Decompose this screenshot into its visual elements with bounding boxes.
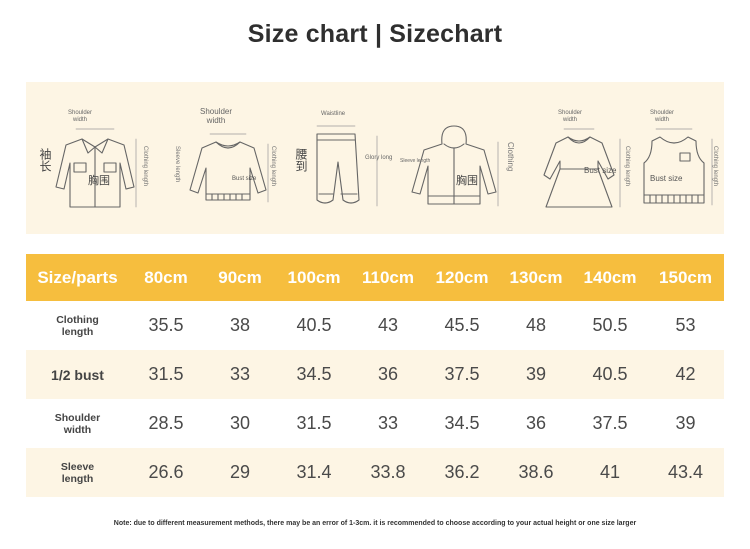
size-header-120: 120cm [435,267,489,287]
vest-illustration: Shoulder width Clothing length Bust size [636,82,724,234]
size-header-150: 150cm [659,267,712,287]
table-cell: 29 [229,462,251,482]
vest-length-label: Clothing length [712,146,718,187]
table-cell: 35.5 [148,315,184,335]
table-cell: 33 [229,364,251,384]
dress-shoulder-label: Shoulder width [558,110,583,123]
hoodie-length-label: Clothing [506,142,515,172]
table-cell: 43 [377,315,399,335]
jacket-sleeve-cn-label: 袖长 [38,148,52,172]
jacket-sketch [55,128,137,208]
table-cell: 41 [599,462,621,482]
table-cell: 36 [525,413,547,433]
table-cell: 42 [675,364,696,384]
page-title: Size chart | Sizechart [247,20,503,48]
size-header-80: 80cm [144,267,188,287]
table-row: Clothing length 35.5 38 40.5 43 45.5 48 5… [26,301,724,350]
table-cell: 39 [675,413,696,433]
size-header-90: 90cm [218,267,262,287]
table-row: 1/2 bust 31.5 33 34.5 36 37.5 39 40.5 42 [26,350,724,399]
row-label-half-bust: 1/2 bust [51,366,104,383]
dress-illustration: Shoulder width Clothing length Bust size [526,82,636,234]
table-cell: 43.4 [667,462,704,482]
size-header-110: 110cm [362,267,414,287]
hoodie-bust-cn-label: 胸围 [456,175,478,187]
hoodie-sketch [411,125,499,207]
table-cell: 39 [525,364,547,384]
pants-waist-cn-label: 腰到 [294,148,308,172]
vest-bust-label: Bust size [650,174,683,183]
table-cell: 34.5 [296,364,332,384]
sweater-sleeve-label: Sleeve length [174,146,180,183]
sweater-illustration: Shoulder width Sleeve length Clothing le… [174,82,284,234]
size-parts-header: Size/parts [37,267,118,287]
row-label-sleeve-length: Sleeve length [60,460,95,485]
table-cell: 30 [229,413,251,433]
table-row: Shoulder width 28.5 30 31.5 33 34.5 36 37… [26,399,724,448]
dress-length-label: Clothing length [624,146,630,187]
table-cell: 33.8 [370,462,406,482]
table-cell: 26.6 [148,462,184,482]
size-table-header-row: Size/parts 80cm 90cm 100cm 110cm 120cm 1… [26,254,724,301]
hoodie-illustration: Sleeve length Clothing 胸围 [396,82,515,234]
table-cell: 36.2 [444,462,480,482]
size-table: Size/parts 80cm 90cm 100cm 110cm 120cm 1… [26,254,724,497]
row-label-clothing-length: Clothing length [56,313,99,338]
row-label-shoulder-width: Shoulder width [54,411,101,436]
jacket-illustration: Shoulder width 袖长 Clothing length 胸围 [34,82,148,234]
table-cell: 38 [229,315,251,335]
pants-illustration: Waistline 腰到 Glory long [291,82,392,234]
jacket-length-label: Clothing length [142,146,148,187]
measurement-note: Note: due to different measurement metho… [113,520,637,527]
dress-bust-label: Bust size [584,166,617,175]
table-cell: 40.5 [592,364,628,384]
table-cell: 31.5 [296,413,332,433]
table-cell: 34.5 [444,413,480,433]
table-cell: 45.5 [444,315,480,335]
garment-illustrations-panel: Shoulder width 袖长 Clothing length 胸围 Sho… [26,82,724,234]
size-header-140: 140cm [583,267,637,287]
table-cell: 36 [377,364,399,384]
table-cell: 40.5 [296,315,332,335]
table-cell: 38.6 [518,462,554,482]
sweater-bust-label: Bust size [232,176,257,182]
jacket-shoulder-label: Shoulder width [68,110,93,123]
pants-sketch [316,125,378,207]
table-cell: 31.5 [148,364,184,384]
table-cell: 53 [675,315,696,335]
size-header-130: 130cm [509,267,563,287]
table-cell: 28.5 [148,413,184,433]
sweater-length-label: Clothing length [270,146,276,187]
jacket-bust-cn-label: 胸围 [88,175,110,187]
table-cell: 31.4 [296,462,332,482]
table-cell: 50.5 [592,315,628,335]
table-cell: 33 [377,413,399,433]
hoodie-sleeve-label: Sleeve length [400,158,431,164]
vest-shoulder-label: Shoulder width [650,110,675,123]
table-cell: 48 [525,315,547,335]
sweater-shoulder-label: Shoulder width [200,107,233,125]
vest-sketch [643,128,713,206]
size-header-100: 100cm [287,267,341,287]
dress-sketch [543,128,621,208]
table-row: Sleeve length 26.6 29 31.4 33.8 36.2 38.6… [26,448,724,497]
pants-waist-label: Waistline [321,111,346,117]
table-cell: 37.5 [592,413,628,433]
pants-length-label: Glory long [365,155,393,161]
sweater-sketch [189,133,269,203]
table-cell: 37.5 [444,364,480,384]
